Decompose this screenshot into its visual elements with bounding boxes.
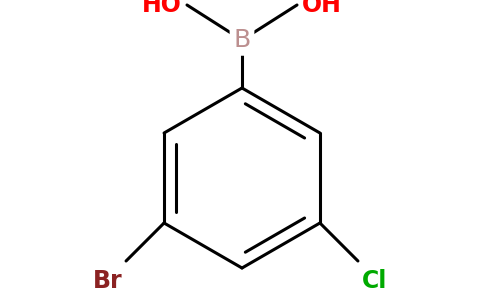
Text: Br: Br: [92, 269, 122, 293]
Text: B: B: [233, 28, 251, 52]
Text: Cl: Cl: [362, 269, 387, 293]
Text: HO: HO: [142, 0, 182, 17]
Text: OH: OH: [302, 0, 342, 17]
